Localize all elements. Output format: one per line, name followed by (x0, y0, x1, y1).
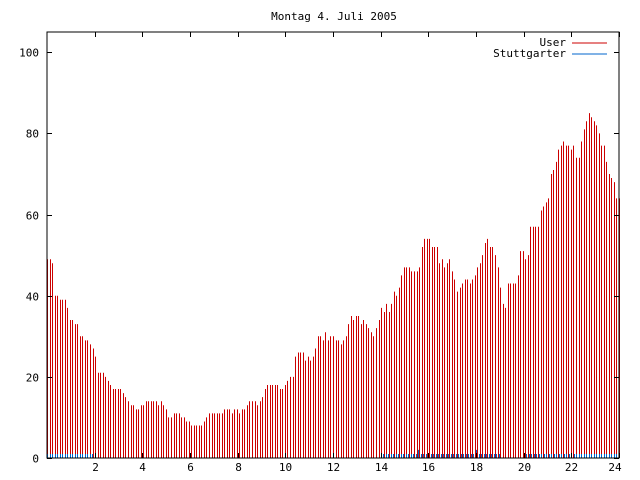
y-tick-label: 80 (26, 128, 39, 141)
x-tick-label: 10 (279, 461, 292, 474)
x-tick-label: 2 (92, 461, 99, 474)
bars-stuttgarter (47, 449, 620, 458)
y-axis: 0 20 40 60 80 100 (19, 47, 619, 466)
legend-label-user: User (540, 36, 567, 49)
y-tick-label: 20 (26, 372, 39, 385)
y-tick-label: 60 (26, 210, 39, 223)
y-tick-label: 0 (32, 453, 39, 466)
x-tick-label: 4 (139, 461, 146, 474)
x-tick-label: 24 (608, 461, 622, 474)
x-tick-label: 8 (235, 461, 242, 474)
x-tick-label: 6 (187, 461, 194, 474)
bars-user (47, 113, 620, 458)
x-axis: 2 4 6 8 10 12 14 16 18 20 22 24 (92, 32, 622, 474)
x-tick-label: 22 (565, 461, 578, 474)
chart-title: Montag 4. Juli 2005 (271, 10, 397, 23)
x-tick-label: 12 (327, 461, 340, 474)
legend: User Stuttgarter (493, 36, 607, 60)
x-tick-label: 20 (518, 461, 531, 474)
y-tick-label: 40 (26, 291, 39, 304)
x-tick-label: 14 (375, 461, 389, 474)
y-tick-label: 100 (19, 47, 39, 60)
x-tick-label: 16 (422, 461, 435, 474)
x-tick-label: 18 (470, 461, 483, 474)
legend-label-stuttgarter: Stuttgarter (493, 47, 566, 60)
